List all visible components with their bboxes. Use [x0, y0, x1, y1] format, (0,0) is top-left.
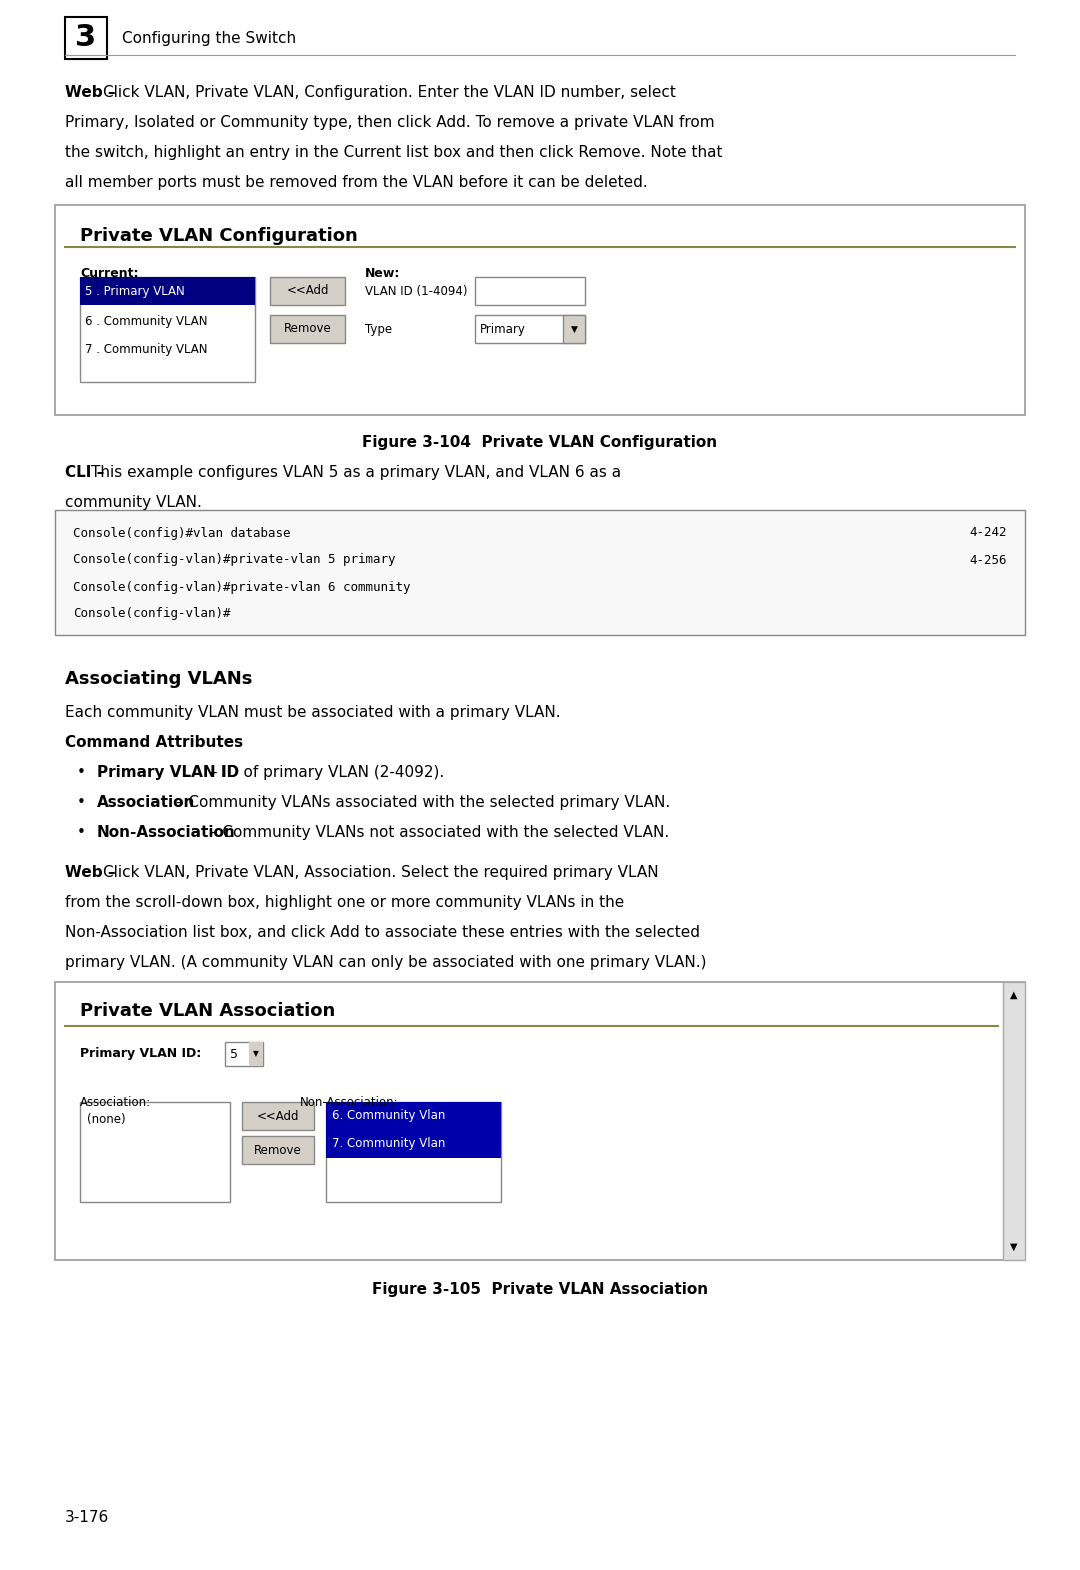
- Text: Console(config)#vlan database: Console(config)#vlan database: [73, 526, 291, 540]
- Bar: [80, 276, 255, 305]
- Bar: [65, 17, 107, 60]
- Bar: [225, 1042, 264, 1066]
- Text: Figure 3-104  Private VLAN Configuration: Figure 3-104 Private VLAN Configuration: [363, 435, 717, 451]
- Bar: [270, 316, 345, 342]
- Text: •: •: [77, 824, 86, 840]
- Text: CLI –: CLI –: [65, 465, 110, 480]
- Text: – Community VLANs not associated with the selected VLAN.: – Community VLANs not associated with th…: [205, 824, 670, 840]
- Text: community VLAN.: community VLAN.: [65, 495, 202, 510]
- Text: ▲: ▲: [1010, 991, 1017, 1000]
- Text: Primary VLAN ID:: Primary VLAN ID:: [80, 1047, 205, 1060]
- Text: the switch, highlight an entry in the Current list box and then click Remove. No: the switch, highlight an entry in the Cu…: [65, 144, 723, 160]
- Text: 6. Community Vlan: 6. Community Vlan: [332, 1110, 445, 1123]
- Text: 3: 3: [76, 24, 96, 52]
- Bar: [1003, 981, 1025, 1261]
- Bar: [80, 1102, 230, 1203]
- Text: – Community VLANs associated with the selected primary VLAN.: – Community VLANs associated with the se…: [171, 794, 671, 810]
- Bar: [55, 981, 1025, 1261]
- Bar: [563, 316, 585, 342]
- Bar: [326, 1102, 501, 1130]
- Text: Primary: Primary: [480, 322, 526, 336]
- Text: Current:: Current:: [80, 267, 138, 279]
- Text: Remove: Remove: [254, 1143, 302, 1157]
- Text: Console(config-vlan)#: Console(config-vlan)#: [73, 608, 230, 620]
- Text: Click VLAN, Private VLAN, Configuration. Enter the VLAN ID number, select: Click VLAN, Private VLAN, Configuration.…: [103, 85, 676, 100]
- Text: Web –: Web –: [65, 85, 121, 100]
- Bar: [270, 276, 345, 305]
- Text: Primary VLAN ID: Primary VLAN ID: [97, 765, 239, 780]
- Text: Associating VLANs: Associating VLANs: [65, 670, 253, 688]
- Text: Type: Type: [365, 322, 392, 336]
- Text: (none): (none): [87, 1113, 125, 1127]
- Text: <<Add: <<Add: [286, 284, 328, 297]
- Text: VLAN ID (1-4094): VLAN ID (1-4094): [365, 284, 468, 297]
- Text: primary VLAN. (A community VLAN can only be associated with one primary VLAN.): primary VLAN. (A community VLAN can only…: [65, 955, 706, 970]
- Text: Primary, Isolated or Community type, then click Add. To remove a private VLAN fr: Primary, Isolated or Community type, the…: [65, 115, 715, 130]
- Bar: [326, 1102, 501, 1203]
- Bar: [55, 510, 1025, 634]
- Text: 4-256: 4-256: [970, 554, 1007, 567]
- Text: •: •: [77, 794, 86, 810]
- Text: Private VLAN Configuration: Private VLAN Configuration: [80, 228, 357, 245]
- Text: 6 . Community VLAN: 6 . Community VLAN: [85, 314, 207, 328]
- Text: Click VLAN, Private VLAN, Association. Select the required primary VLAN: Click VLAN, Private VLAN, Association. S…: [103, 865, 659, 881]
- Text: 7 . Community VLAN: 7 . Community VLAN: [85, 342, 207, 355]
- Bar: [55, 206, 1025, 414]
- Text: Web –: Web –: [65, 865, 121, 881]
- Text: all member ports must be removed from the VLAN before it can be deleted.: all member ports must be removed from th…: [65, 174, 648, 190]
- Text: This example configures VLAN 5 as a primary VLAN, and VLAN 6 as a: This example configures VLAN 5 as a prim…: [91, 465, 621, 480]
- Bar: [326, 1130, 501, 1159]
- Text: 5 . Primary VLAN: 5 . Primary VLAN: [85, 284, 185, 297]
- Text: Figure 3-105  Private VLAN Association: Figure 3-105 Private VLAN Association: [372, 1283, 708, 1297]
- Text: Console(config-vlan)#private-vlan 5 primary: Console(config-vlan)#private-vlan 5 prim…: [73, 554, 395, 567]
- Text: Configuring the Switch: Configuring the Switch: [122, 30, 296, 46]
- Text: 3-176: 3-176: [65, 1510, 109, 1524]
- Text: Remove: Remove: [284, 322, 332, 336]
- Text: <<Add: <<Add: [257, 1110, 299, 1123]
- Bar: [249, 1042, 264, 1066]
- Text: 5: 5: [230, 1047, 238, 1060]
- Text: – ID of primary VLAN (2-4092).: – ID of primary VLAN (2-4092).: [205, 765, 444, 780]
- Text: New:: New:: [365, 267, 401, 279]
- Text: from the scroll-down box, highlight one or more community VLANs in the: from the scroll-down box, highlight one …: [65, 895, 624, 911]
- Bar: [80, 276, 255, 382]
- Text: •: •: [77, 765, 86, 780]
- Text: Association: Association: [97, 794, 195, 810]
- Text: Non-Association:: Non-Association:: [300, 1096, 399, 1108]
- Text: 4-242: 4-242: [970, 526, 1007, 540]
- Bar: [242, 1102, 314, 1130]
- Bar: [475, 316, 585, 342]
- Text: ▼: ▼: [570, 325, 578, 333]
- Text: Association:: Association:: [80, 1096, 151, 1108]
- Text: ▼: ▼: [1010, 1242, 1017, 1251]
- Text: ▼: ▼: [253, 1049, 259, 1058]
- Text: Command Attributes: Command Attributes: [65, 735, 243, 750]
- Text: Console(config-vlan)#private-vlan 6 community: Console(config-vlan)#private-vlan 6 comm…: [73, 581, 410, 593]
- Text: Private VLAN Association: Private VLAN Association: [80, 1002, 335, 1020]
- Text: 7. Community Vlan: 7. Community Vlan: [332, 1138, 445, 1151]
- Bar: [475, 276, 585, 305]
- Bar: [242, 1137, 314, 1163]
- Text: Non-Association list box, and click Add to associate these entries with the sele: Non-Association list box, and click Add …: [65, 925, 700, 940]
- Text: Each community VLAN must be associated with a primary VLAN.: Each community VLAN must be associated w…: [65, 705, 561, 721]
- Text: Non-Association: Non-Association: [97, 824, 235, 840]
